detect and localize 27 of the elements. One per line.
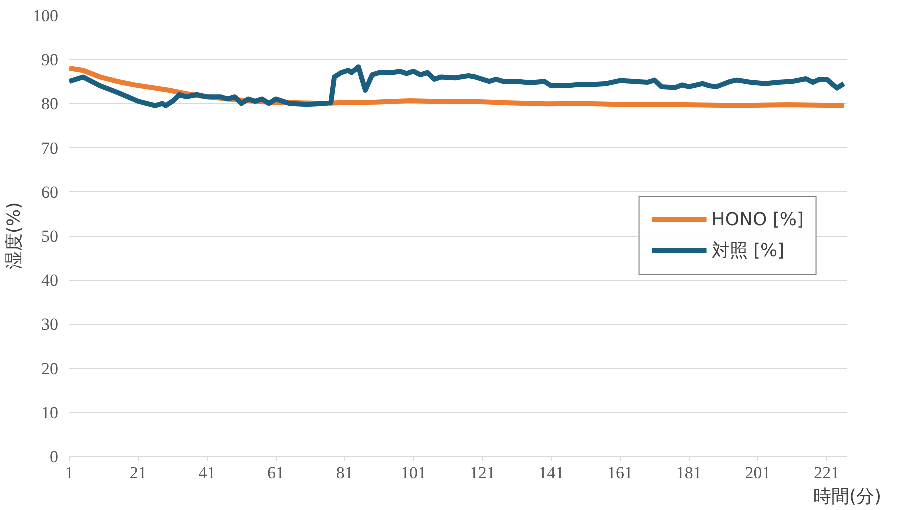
- x-tick-label: 161: [608, 464, 634, 482]
- y-tick-label: 30: [42, 315, 58, 334]
- x-tick-label: 21: [130, 464, 147, 482]
- y-tick-label: 10: [42, 403, 58, 422]
- y-tick-label: 20: [42, 359, 58, 378]
- y-tick-label: 50: [42, 227, 58, 246]
- y-tick-label: 60: [42, 182, 58, 202]
- x-tick-label: 61: [268, 464, 285, 482]
- x-axis-title: 時間(分): [813, 486, 882, 508]
- y-tick-label: 80: [42, 94, 58, 114]
- x-tick-label: 201: [745, 464, 771, 482]
- y-tick-label: 90: [42, 50, 58, 70]
- x-tick-label: 221: [814, 464, 840, 482]
- y-tick-label: 100: [33, 6, 58, 26]
- y-axis-title: 湿度(%): [4, 202, 25, 270]
- y-tick-label: 0: [50, 448, 58, 466]
- x-tick-label: 181: [676, 464, 702, 482]
- x-tick-label: 121: [470, 464, 496, 482]
- x-tick-label: 1: [65, 464, 74, 482]
- y-tick-label: 70: [42, 138, 58, 158]
- x-tick-label: 101: [401, 464, 426, 482]
- legend-label: HONO [%]: [712, 209, 804, 230]
- y-tick-label: 40: [42, 271, 58, 290]
- x-tick-label: 81: [336, 464, 354, 482]
- x-tick-label: 141: [538, 464, 564, 482]
- legend-label: 対照 [%]: [712, 239, 785, 262]
- x-tick-label: 41: [198, 464, 216, 482]
